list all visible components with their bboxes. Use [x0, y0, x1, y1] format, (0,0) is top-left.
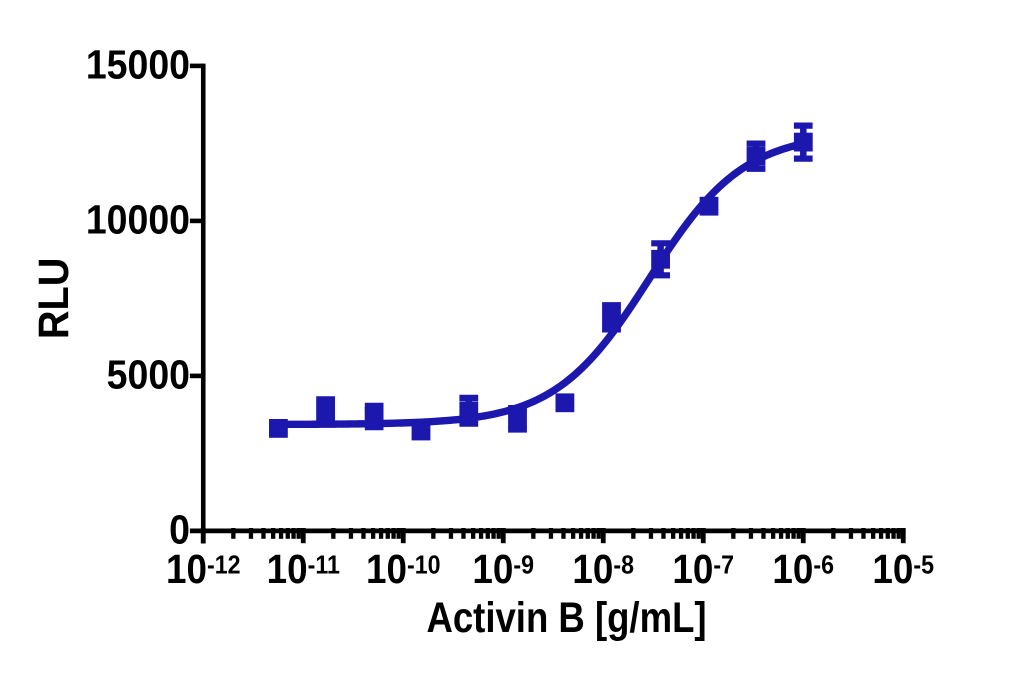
- svg-text:Activin B [g/mL]: Activin B [g/mL]: [426, 594, 706, 641]
- svg-text:RLU: RLU: [30, 258, 78, 340]
- svg-text:10000: 10000: [86, 198, 190, 243]
- svg-text:5000: 5000: [107, 353, 190, 398]
- svg-text:10-7: 10-7: [672, 548, 734, 593]
- svg-text:0: 0: [169, 508, 190, 553]
- svg-text:15000: 15000: [86, 43, 190, 88]
